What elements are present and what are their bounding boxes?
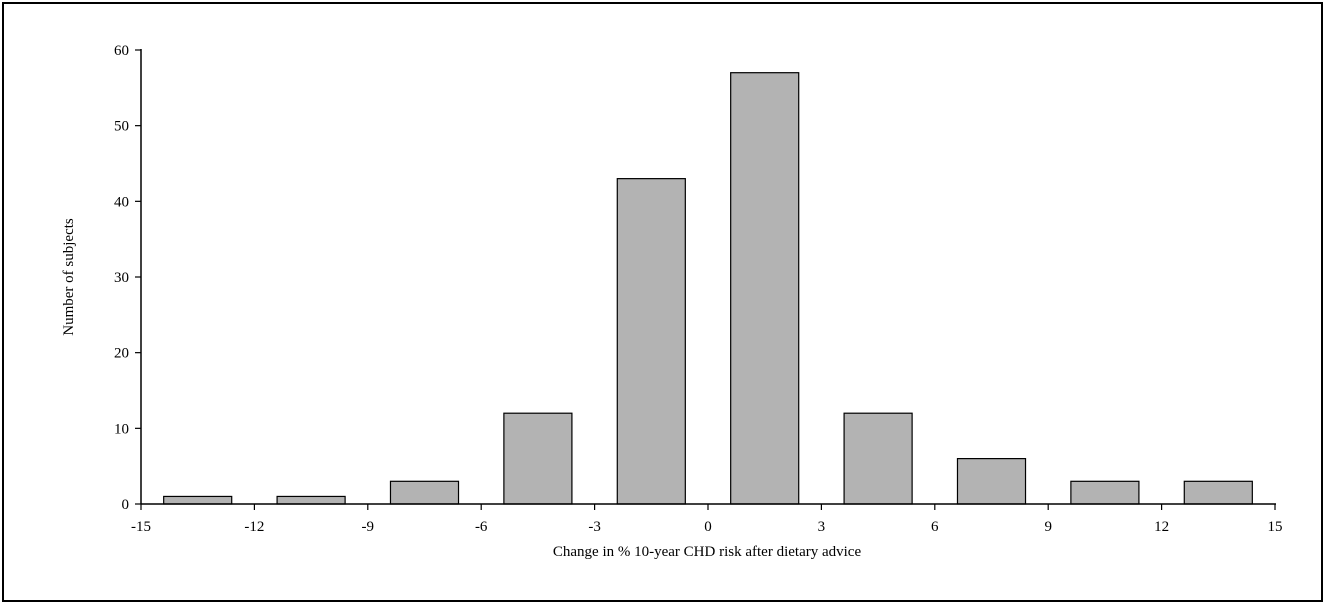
y-tick-label: 60	[114, 43, 129, 59]
histogram-chart: 0 10 20 30 40 50 60 -15 -12 -9 -6 -3 0 3 6 9 12 15 Chang…	[61, 43, 1283, 560]
bar-9	[1183, 480, 1253, 505]
x-ticks-group: -15 -12 -9 -6 -3 0 3 6 9 12 15	[131, 504, 1283, 535]
x-tick-label: 15	[1268, 519, 1283, 535]
bar-0	[163, 495, 233, 505]
y-tick-label: 40	[114, 194, 129, 210]
x-tick-label: -9	[362, 519, 375, 535]
bar-6	[843, 412, 913, 505]
x-tick-label: -15	[131, 519, 151, 535]
bar-7	[956, 458, 1027, 505]
bar-8	[1070, 480, 1140, 505]
y-tick-label: 20	[114, 346, 129, 362]
x-tick-label: 9	[1044, 519, 1052, 535]
bar-3	[503, 412, 573, 505]
bars-group	[163, 72, 1253, 505]
bar-5	[730, 72, 800, 505]
y-tick-label: 0	[122, 497, 130, 513]
y-tick-label: 50	[114, 119, 129, 135]
x-tick-label: 6	[931, 519, 939, 535]
y-ticks-group: 0 10 20 30 40 50 60	[114, 43, 141, 513]
bar-2	[389, 480, 460, 505]
x-tick-label: -12	[244, 519, 264, 535]
x-tick-label: -6	[475, 519, 488, 535]
x-axis-title: Change in % 10-year CHD risk after dieta…	[553, 544, 862, 560]
x-tick-label: 3	[818, 519, 826, 535]
x-tick-label: 12	[1154, 519, 1169, 535]
y-axis-title: Number of subjects	[61, 218, 77, 336]
y-tick-label: 30	[114, 270, 129, 286]
x-tick-label: 0	[704, 519, 712, 535]
bar-4	[616, 178, 686, 505]
bar-1	[276, 495, 346, 505]
x-tick-label: -3	[588, 519, 601, 535]
y-tick-label: 10	[114, 421, 129, 437]
